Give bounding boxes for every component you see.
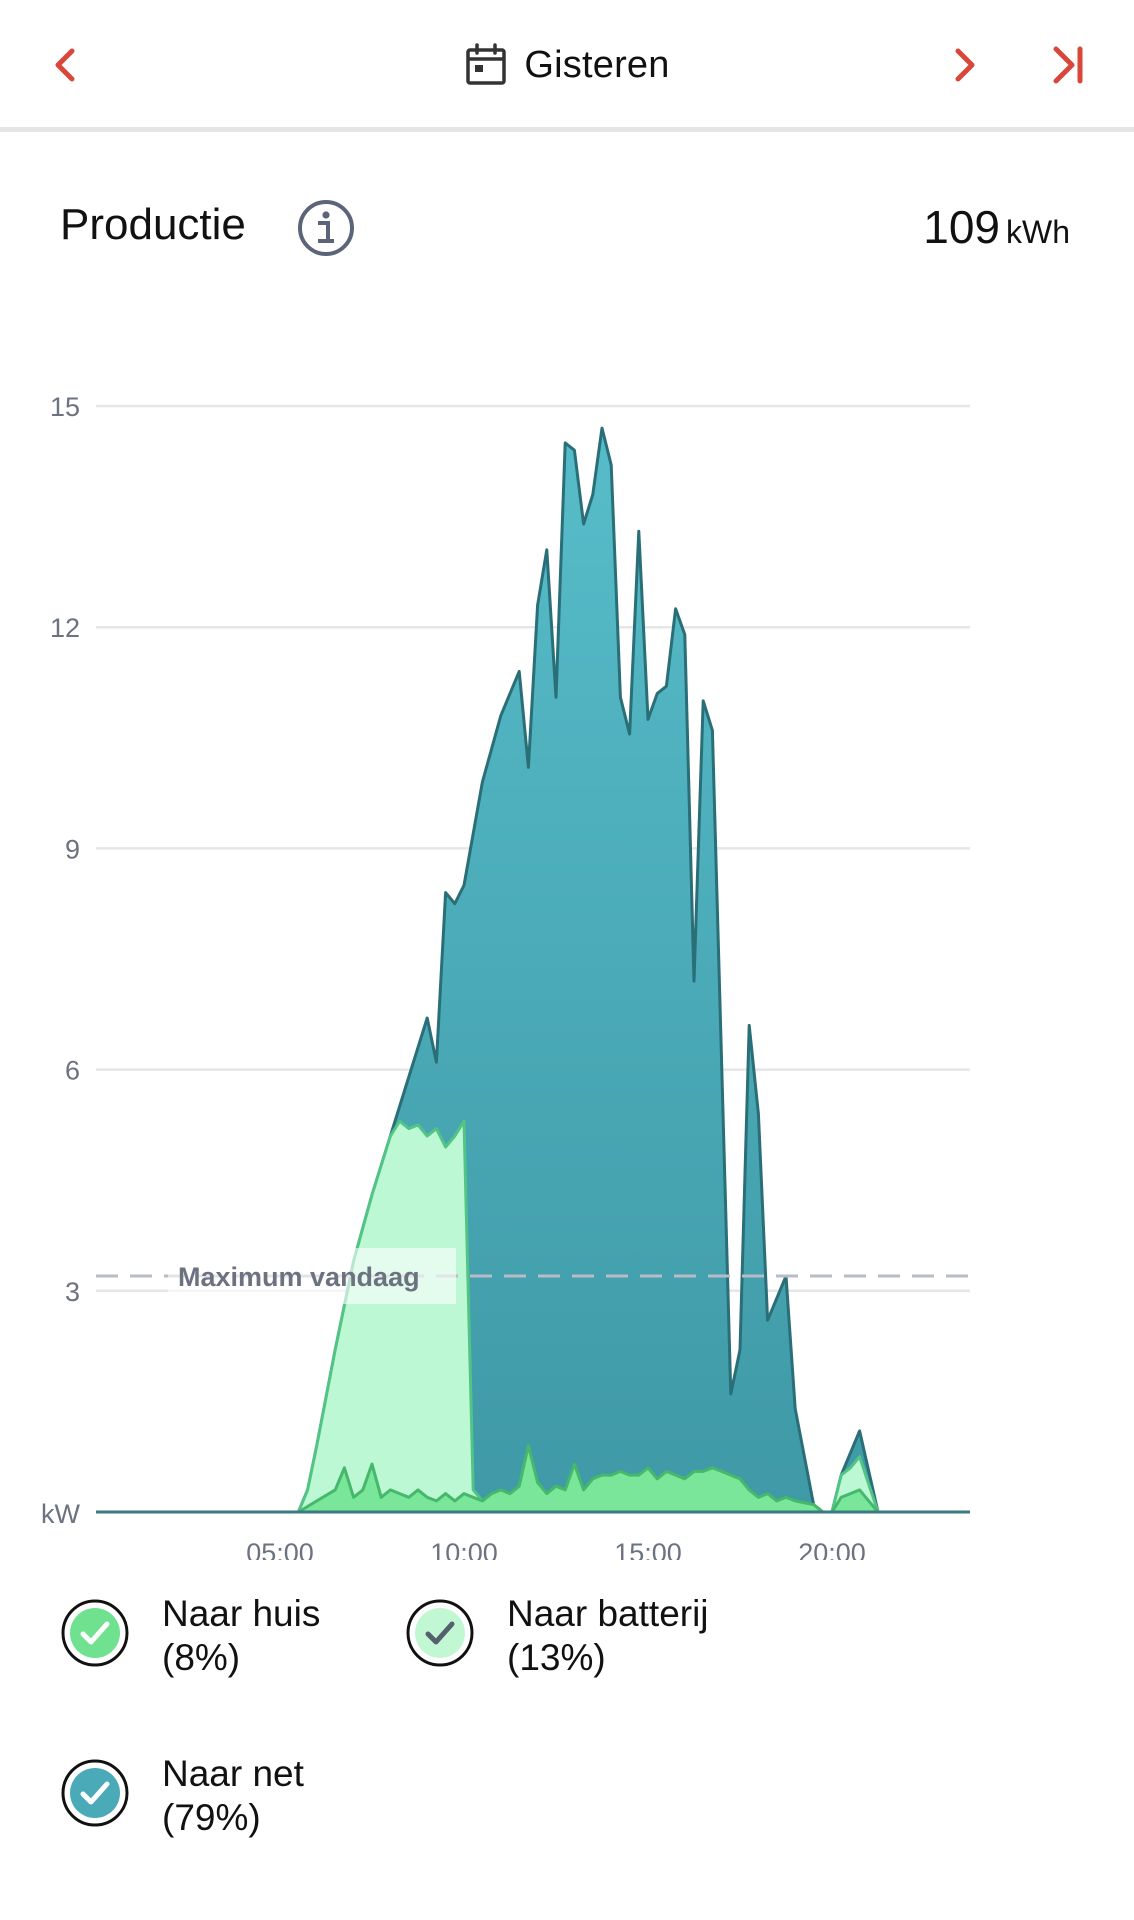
x-tick-label: 05:00 bbox=[246, 1538, 314, 1560]
check-circle-icon bbox=[61, 1599, 129, 1667]
date-selector[interactable]: Gisteren bbox=[0, 30, 1134, 100]
series-naar-net-area bbox=[96, 428, 970, 1513]
total-unit: kWh bbox=[1006, 214, 1070, 250]
series-naar-batterij bbox=[96, 1119, 970, 1514]
x-tick-label: 10:00 bbox=[430, 1538, 498, 1560]
section-title: Productie bbox=[60, 200, 246, 249]
check-circle-icon bbox=[61, 1759, 129, 1827]
legend-text: Naar huis (8%) bbox=[162, 1592, 320, 1680]
axis-layer: 15 12 9 6 3 kW 05:00 10:00 15:00 20:00 bbox=[41, 392, 970, 1560]
x-tick-label: 15:00 bbox=[614, 1538, 682, 1560]
legend-swatch bbox=[70, 1608, 120, 1658]
y-tick-label: 12 bbox=[50, 613, 80, 643]
series-layer bbox=[96, 426, 970, 1514]
total-value: 109 bbox=[923, 201, 1000, 253]
top-bar: Gisteren bbox=[0, 0, 1134, 132]
info-icon[interactable] bbox=[296, 198, 356, 258]
reference-label: Maximum vandaag bbox=[178, 1262, 420, 1292]
legend-text: Naar batterij (13%) bbox=[507, 1592, 709, 1680]
series-naar-huis-area bbox=[96, 1445, 970, 1512]
legend-label: Naar net bbox=[162, 1753, 304, 1794]
production-total: 109 kWh bbox=[923, 200, 1070, 254]
production-header: Productie 109 kWh bbox=[60, 190, 1070, 270]
date-label: Gisteren bbox=[524, 43, 670, 86]
calendar-icon bbox=[466, 43, 507, 85]
legend-label: Naar batterij bbox=[507, 1593, 709, 1634]
legend-swatch bbox=[415, 1608, 465, 1658]
legend-item-naar-huis[interactable]: Naar huis (8%) bbox=[60, 1592, 320, 1680]
reference-label-bg bbox=[168, 1248, 456, 1305]
legend-item-naar-net[interactable]: Naar net (79%) bbox=[60, 1752, 304, 1840]
y-tick-label: 6 bbox=[65, 1056, 80, 1086]
x-tick-label: 20:00 bbox=[798, 1538, 866, 1560]
y-tick-label: 15 bbox=[50, 392, 80, 422]
series-naar-batterij-line bbox=[96, 1119, 970, 1514]
legend-label: Naar huis bbox=[162, 1593, 321, 1634]
check-circle-icon bbox=[406, 1599, 474, 1667]
jump-to-today-button[interactable] bbox=[1033, 30, 1103, 100]
y-tick-label: 9 bbox=[65, 834, 80, 864]
legend-text: Naar net (79%) bbox=[162, 1752, 304, 1840]
legend-percentage: (13%) bbox=[507, 1637, 606, 1678]
series-naar-net-line bbox=[96, 426, 970, 1514]
previous-day-button[interactable] bbox=[30, 30, 100, 100]
chevron-left-icon bbox=[55, 48, 75, 82]
legend-percentage: (8%) bbox=[162, 1637, 241, 1678]
production-chart[interactable]: Maximum vandaag 15 12 9 6 3 kW 05:00 10:00 15:00… bbox=[0, 360, 1134, 1560]
y-unit-label: kW bbox=[41, 1499, 81, 1529]
series-naar-huis-line bbox=[96, 1444, 970, 1514]
reference-layer: Maximum vandaag bbox=[96, 1248, 970, 1305]
legend-swatch bbox=[70, 1768, 120, 1818]
skip-to-end-icon bbox=[1053, 46, 1083, 84]
chevron-right-icon bbox=[955, 48, 975, 82]
next-day-button[interactable] bbox=[930, 30, 1000, 100]
series-naar-huis bbox=[96, 1444, 970, 1514]
series-naar-net bbox=[96, 426, 970, 1514]
legend-percentage: (79%) bbox=[162, 1797, 261, 1838]
y-tick-label: 3 bbox=[65, 1277, 80, 1307]
legend-item-naar-batterij[interactable]: Naar batterij (13%) bbox=[405, 1592, 709, 1680]
